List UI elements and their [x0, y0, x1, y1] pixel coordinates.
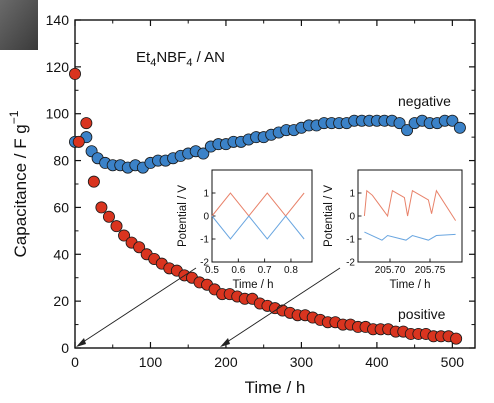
- inset2-y-tick-label: 0: [349, 212, 355, 223]
- negative-data-point: [197, 147, 210, 160]
- positive-data-point: [95, 201, 108, 214]
- negative-data-point: [446, 114, 459, 127]
- positive-data-point: [80, 117, 93, 130]
- inset1-x-tick-label: 0.6: [231, 265, 245, 276]
- inset1-y-tick-label: 0: [203, 212, 209, 223]
- inset1-y-tick-label: -2: [200, 258, 209, 269]
- inset1-positive-trace: [211, 192, 305, 217]
- inset2-x-tick-label: 205.75: [415, 265, 446, 276]
- x-tick-label: 500: [441, 354, 465, 370]
- x-tick-label: 100: [139, 354, 163, 370]
- inset2-y-tick-label: -2: [346, 258, 355, 269]
- positive-data-point: [133, 241, 146, 254]
- inset2-y-tick-label: 1: [349, 189, 355, 200]
- y-tick-label: 0: [61, 340, 69, 356]
- y-tick-label: 100: [46, 106, 70, 122]
- inset-chart-2: 205.70 205.75 -2 -1 0 1 Time / h Potential / …: [323, 169, 463, 291]
- positive-data-point: [69, 67, 82, 80]
- negative-series-points: [69, 114, 466, 174]
- svg-text:Capacitance / F g−1: Capacitance / F g−1: [7, 110, 30, 257]
- y-axis-title: Capacitance / F g: [11, 124, 30, 257]
- inset1-x-title: Time / h: [232, 279, 273, 291]
- positive-series-label: positive: [398, 306, 446, 322]
- positive-data-point: [87, 175, 100, 188]
- inset1-x-tick-label: 0.7: [258, 265, 272, 276]
- inset2-ticks: 205.70 205.75 -2 -1 0 1: [346, 189, 446, 277]
- positive-data-point: [72, 135, 85, 148]
- inset2-lines: [363, 189, 457, 241]
- electrolyte-annotation: Et4NBF4 / AN: [136, 49, 225, 69]
- inset1-pointer-head: [76, 338, 86, 347]
- x-axis-title: Time / h: [245, 378, 306, 397]
- main-ticks: [74, 19, 475, 349]
- positive-data-point: [450, 332, 463, 345]
- inset1-y-tick-label: 1: [203, 189, 209, 200]
- inset2-x-title: Time / h: [389, 279, 430, 291]
- y-tick-label: 120: [46, 59, 70, 75]
- y-tick-label: 80: [53, 153, 69, 169]
- y-tick-label: 140: [46, 12, 70, 28]
- positive-data-point: [102, 210, 115, 223]
- x-tick-label: 0: [71, 354, 79, 370]
- inset1-frame: [211, 169, 313, 263]
- inset1-ticks: 0.5 0.6 0.7 0.8 -2 -1 0 1: [200, 189, 298, 277]
- inset-chart-1: 0.5 0.6 0.7 0.8 -2 -1 0 1 Time / h Potential / …: [177, 169, 313, 291]
- positive-series-points: [69, 67, 463, 345]
- corner-block: [0, 0, 38, 50]
- y-axis-title-sup: −1: [7, 110, 21, 124]
- inset-pointer-arrows: [76, 267, 341, 347]
- inset1-negative-trace: [211, 215, 305, 240]
- x-tick-label: 200: [214, 354, 238, 370]
- negative-data-point: [401, 124, 414, 137]
- inset1-x-tick-label: 0.8: [284, 265, 298, 276]
- inset1-x-tick-label: 0.5: [205, 265, 219, 276]
- inset1-y-tick-label: -1: [200, 235, 209, 246]
- x-tick-label: 300: [290, 354, 314, 370]
- y-tick-label: 40: [53, 246, 69, 262]
- inset2-y-tick-label: -1: [346, 235, 355, 246]
- positive-data-point: [110, 220, 123, 233]
- inset2-pointer-line: [223, 267, 341, 345]
- inset2-y-title: Potential / V: [323, 185, 335, 247]
- x-tick-label: 400: [365, 354, 389, 370]
- y-axis-title-group: Capacitance / F g−1: [7, 110, 30, 257]
- positive-data-point: [118, 229, 131, 242]
- inset2-x-tick-label: 205.70: [375, 265, 406, 276]
- inset1-pointer-line: [79, 267, 197, 345]
- inset1-y-title: Potential / V: [177, 185, 189, 247]
- negative-data-point: [393, 117, 406, 130]
- negative-data-point: [453, 121, 466, 134]
- inset2-negative-trace: [364, 231, 456, 241]
- y-tick-label: 20: [53, 293, 69, 309]
- inset1-lines: [211, 192, 305, 240]
- y-tick-label: 60: [53, 199, 69, 215]
- inset2-frame: [357, 169, 463, 263]
- negative-series-label: negative: [398, 93, 451, 109]
- inset2-pointer-head: [220, 338, 230, 347]
- inset2-positive-trace: [363, 189, 457, 221]
